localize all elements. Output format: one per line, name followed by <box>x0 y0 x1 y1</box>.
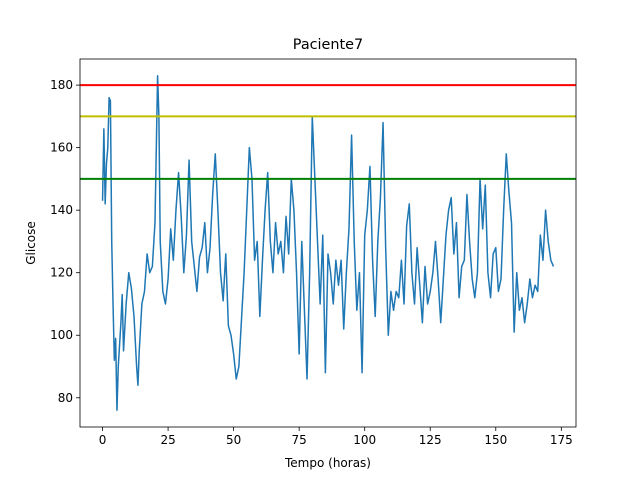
x-tick-label: 0 <box>99 433 107 447</box>
y-tick-label: 80 <box>58 391 73 405</box>
y-tick-label: 180 <box>50 78 73 92</box>
y-tick-label: 120 <box>50 266 73 280</box>
data-line <box>101 74 555 412</box>
y-tick-label: 160 <box>50 141 73 155</box>
x-tick-label: 100 <box>353 433 376 447</box>
y-tick-label: 100 <box>50 328 73 342</box>
plot-area <box>80 74 576 412</box>
x-tick-label: 75 <box>292 433 307 447</box>
chart-title: Paciente7 <box>293 37 363 53</box>
x-tick-label: 175 <box>550 433 573 447</box>
y-tick-label: 140 <box>50 203 73 217</box>
x-tick-label: 50 <box>226 433 241 447</box>
x-axis-label: Tempo (horas) <box>284 456 371 470</box>
y-axis-label: Glicose <box>24 221 38 265</box>
x-tick-label: 150 <box>484 433 507 447</box>
x-tick-label: 125 <box>419 433 442 447</box>
x-tick-label: 25 <box>160 433 175 447</box>
axes-frame <box>79 58 577 428</box>
